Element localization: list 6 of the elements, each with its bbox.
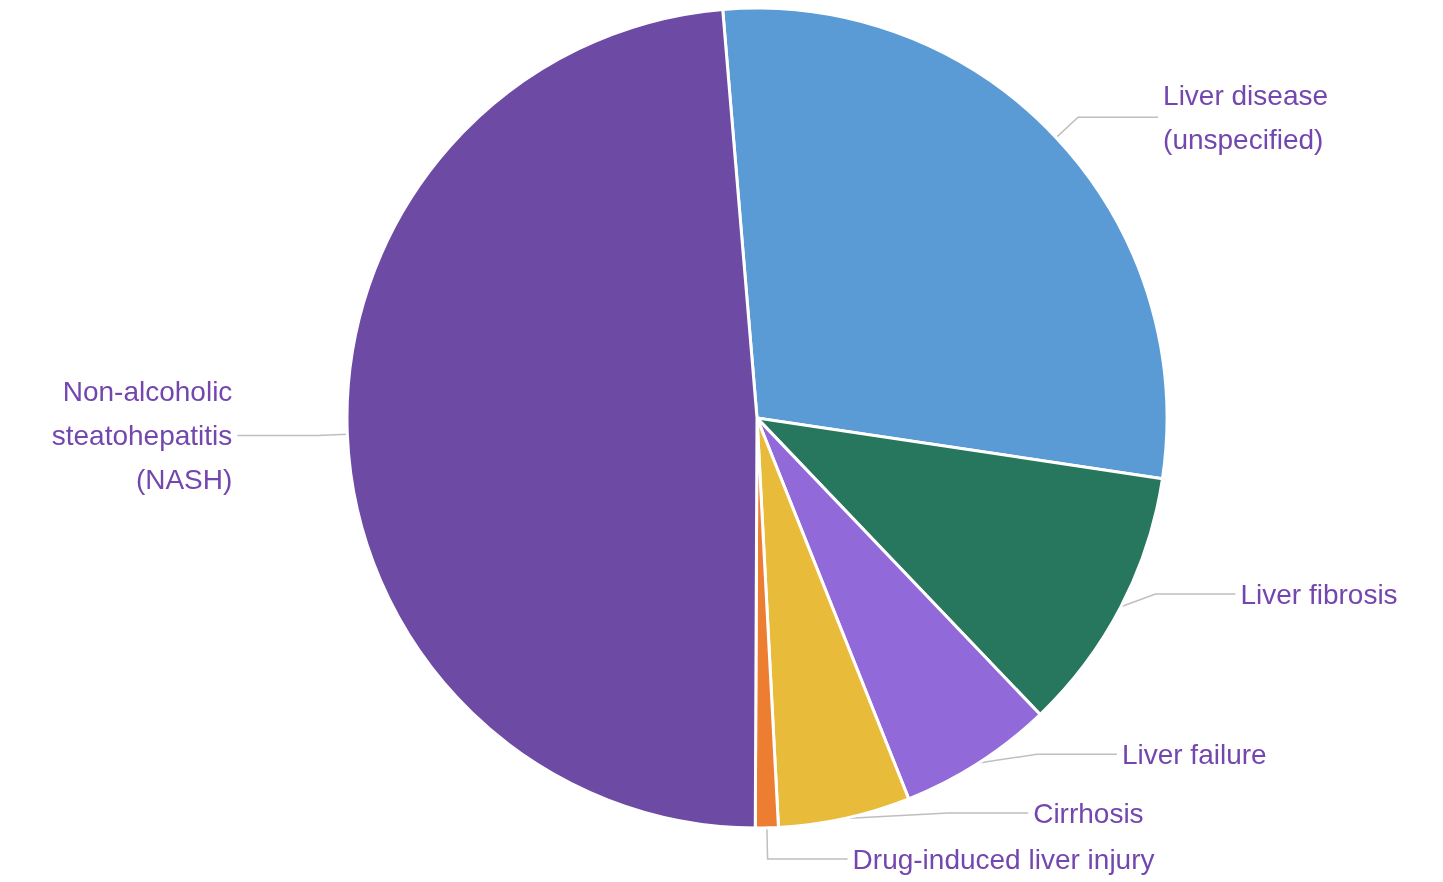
slice-label: Liver failure — [1121, 738, 1267, 770]
slice-label: Drug-induced liver injury — [852, 843, 1155, 875]
slice-label: Non-alcoholic steatohepatitis (NASH) — [51, 376, 233, 495]
slice-label: Cirrhosis — [1033, 797, 1144, 829]
slice-label: Liver fibrosis — [1240, 578, 1398, 610]
slice-label: Liver disease (unspecified) — [1163, 79, 1329, 155]
